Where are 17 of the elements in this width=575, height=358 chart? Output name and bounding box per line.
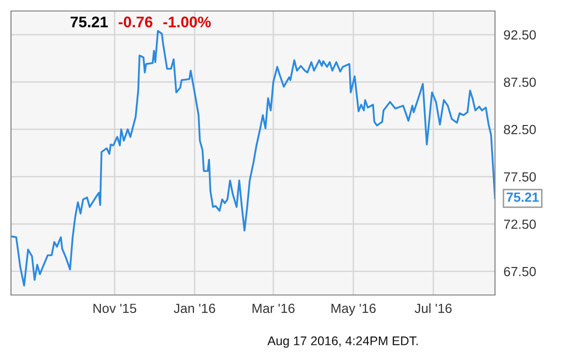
x-tick-label: Nov '15 <box>94 304 136 314</box>
y-tick-label: 82.50 <box>504 124 536 134</box>
x-tick-label: Mar '16 <box>252 304 295 314</box>
text: Aug 17 2016, 4:24PM EDT. <box>267 336 418 348</box>
x-tick-label: Jul '16 <box>414 303 452 314</box>
annotation: 75.21 <box>506 192 539 202</box>
x-tick-label: Jan '16 <box>174 304 216 314</box>
annotation: -1.00% <box>163 16 211 28</box>
y-tick-label: 92.50 <box>504 30 536 40</box>
y-tick-label: 72.50 <box>504 220 536 229</box>
y-tick-label: 87.50 <box>504 78 536 87</box>
y-tick-label: 77.50 <box>504 172 536 182</box>
x-tick-label: May '16 <box>332 304 376 316</box>
y-tick-label: 67.50 <box>504 266 536 276</box>
annotation: 75.21 <box>70 16 108 28</box>
line-series <box>11 30 495 286</box>
annotation: -0.76 <box>118 16 152 28</box>
